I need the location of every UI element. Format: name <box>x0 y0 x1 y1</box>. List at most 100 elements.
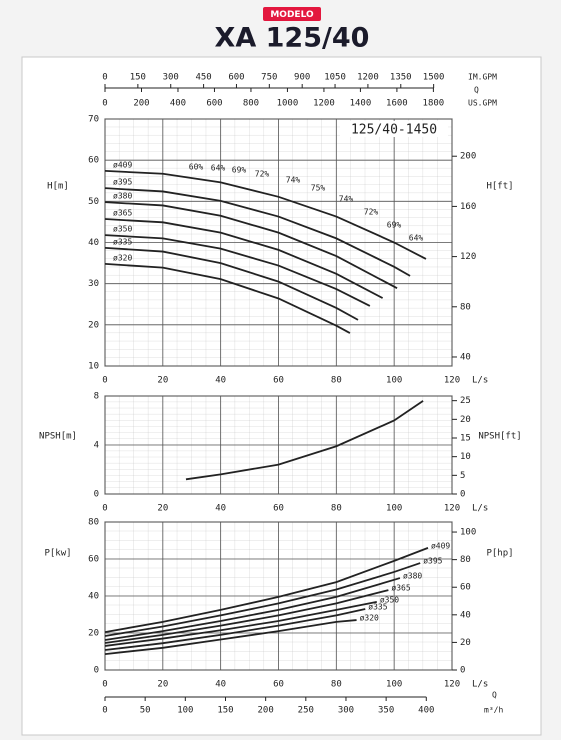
efficiency-label: 74% <box>286 176 301 185</box>
series-label: ø395 <box>423 557 442 566</box>
y2-tick-label: 60 <box>460 583 471 593</box>
curve <box>104 218 384 299</box>
x-tick-label: 80 <box>331 504 342 514</box>
y2-tick-label: 0 <box>460 490 465 500</box>
secondary-tick-label: 1050 <box>324 73 346 83</box>
y2-tick-label: 25 <box>460 396 471 406</box>
secondary-tick-label: 1500 <box>423 73 445 83</box>
series-label: ø409 <box>113 160 132 169</box>
y2-axis-label: P[hp] <box>486 549 513 559</box>
secondary-tick-label: 150 <box>130 73 146 83</box>
efficiency-label: 60% <box>189 163 204 172</box>
x-tick-label: 60 <box>273 504 284 514</box>
y-tick-label: 4 <box>94 441 99 451</box>
curve <box>104 547 429 633</box>
y-tick-label: 40 <box>88 592 99 602</box>
curve <box>185 400 424 481</box>
secondary-tick-label: 1600 <box>386 99 408 109</box>
y-axis-label: NPSH[m] <box>39 432 77 442</box>
page-title: XA 125/40 <box>215 23 370 54</box>
secondary-tick-label: 1350 <box>390 73 412 83</box>
secondary-tick-label: 600 <box>228 73 244 83</box>
secondary-tick-label: 400 <box>418 706 434 716</box>
series-label: ø409 <box>431 541 450 550</box>
secondary-tick-label: 0 <box>102 99 107 109</box>
y2-tick-label: 100 <box>460 528 476 538</box>
y-tick-label: 0 <box>94 666 99 676</box>
x-tick-label: 100 <box>386 376 402 386</box>
curve <box>104 608 366 651</box>
curve <box>104 246 359 321</box>
secondary-tick-label: 0 <box>102 706 107 716</box>
x-tick-label: 120 <box>444 680 460 690</box>
x-axis-label: L/s <box>472 680 488 690</box>
y2-tick-label: 40 <box>460 610 471 620</box>
y2-tick-label: 5 <box>460 471 465 481</box>
efficiency-label: 69% <box>232 166 247 175</box>
y2-axis-label: NPSH[ft] <box>478 432 521 442</box>
y-tick-label: 50 <box>88 197 99 207</box>
y-tick-label: 70 <box>88 115 99 125</box>
secondary-tick-label: 350 <box>378 706 394 716</box>
series-label: ø365 <box>113 209 132 218</box>
secondary-axis-label: IM.GPM <box>468 73 497 82</box>
y2-tick-label: 20 <box>460 638 471 648</box>
efficiency-label: 69% <box>387 221 402 230</box>
secondary-tick-label: 0 <box>102 73 107 83</box>
secondary-tick-label: 1200 <box>313 99 335 109</box>
y2-tick-label: 20 <box>460 415 471 425</box>
secondary-tick-label: 200 <box>258 706 274 716</box>
curve <box>104 601 377 647</box>
curve <box>104 589 389 644</box>
y2-tick-label: 200 <box>460 152 476 162</box>
efficiency-label: 74% <box>339 195 354 204</box>
y-tick-label: 60 <box>88 555 99 565</box>
y2-tick-label: 40 <box>460 352 471 362</box>
x-tick-label: 80 <box>331 376 342 386</box>
series-label: ø320 <box>360 614 379 623</box>
secondary-axis-label: US.GPM <box>468 99 497 108</box>
secondary-tick-label: 250 <box>298 706 314 716</box>
curve <box>104 577 401 641</box>
secondary-axis-label: m³/h <box>484 706 503 715</box>
secondary-tick-label: 300 <box>338 706 354 716</box>
x-tick-label: 40 <box>215 680 226 690</box>
series-label: ø335 <box>113 237 132 246</box>
x-tick-label: 100 <box>386 504 402 514</box>
x-tick-label: 100 <box>386 680 402 690</box>
secondary-tick-label: 600 <box>206 99 222 109</box>
secondary-tick-label: 900 <box>294 73 310 83</box>
y2-tick-label: 10 <box>460 452 471 462</box>
y2-tick-label: 15 <box>460 434 471 444</box>
x-axis-label: L/s <box>472 504 488 514</box>
curve <box>104 201 398 289</box>
y-tick-label: 20 <box>88 320 99 330</box>
curve <box>104 187 411 277</box>
secondary-tick-label: 1200 <box>357 73 379 83</box>
secondary-tick-label: 100 <box>177 706 193 716</box>
curve <box>104 169 427 260</box>
secondary-tick-label: 1400 <box>350 99 372 109</box>
series-label: ø320 <box>113 253 132 262</box>
x-tick-label: 0 <box>102 680 107 690</box>
x-tick-label: 0 <box>102 504 107 514</box>
secondary-tick-label: 200 <box>133 99 149 109</box>
series-label: ø335 <box>368 602 387 611</box>
secondary-tick-label: 750 <box>261 73 277 83</box>
curve-title-box <box>340 121 448 137</box>
y-tick-label: 8 <box>94 392 99 402</box>
series-label: ø380 <box>403 572 422 581</box>
y-tick-label: 80 <box>88 518 99 528</box>
y-axis-label: P[kw] <box>44 549 71 559</box>
curve <box>104 234 371 307</box>
series-label: ø350 <box>380 595 399 604</box>
quantity-label: Q <box>474 86 479 95</box>
x-tick-label: 120 <box>444 376 460 386</box>
x-axis-label: L/s <box>472 376 488 386</box>
secondary-tick-label: 400 <box>170 99 186 109</box>
efficiency-label: 75% <box>311 184 326 193</box>
y2-tick-label: 80 <box>460 555 471 565</box>
y2-tick-label: 160 <box>460 202 476 212</box>
